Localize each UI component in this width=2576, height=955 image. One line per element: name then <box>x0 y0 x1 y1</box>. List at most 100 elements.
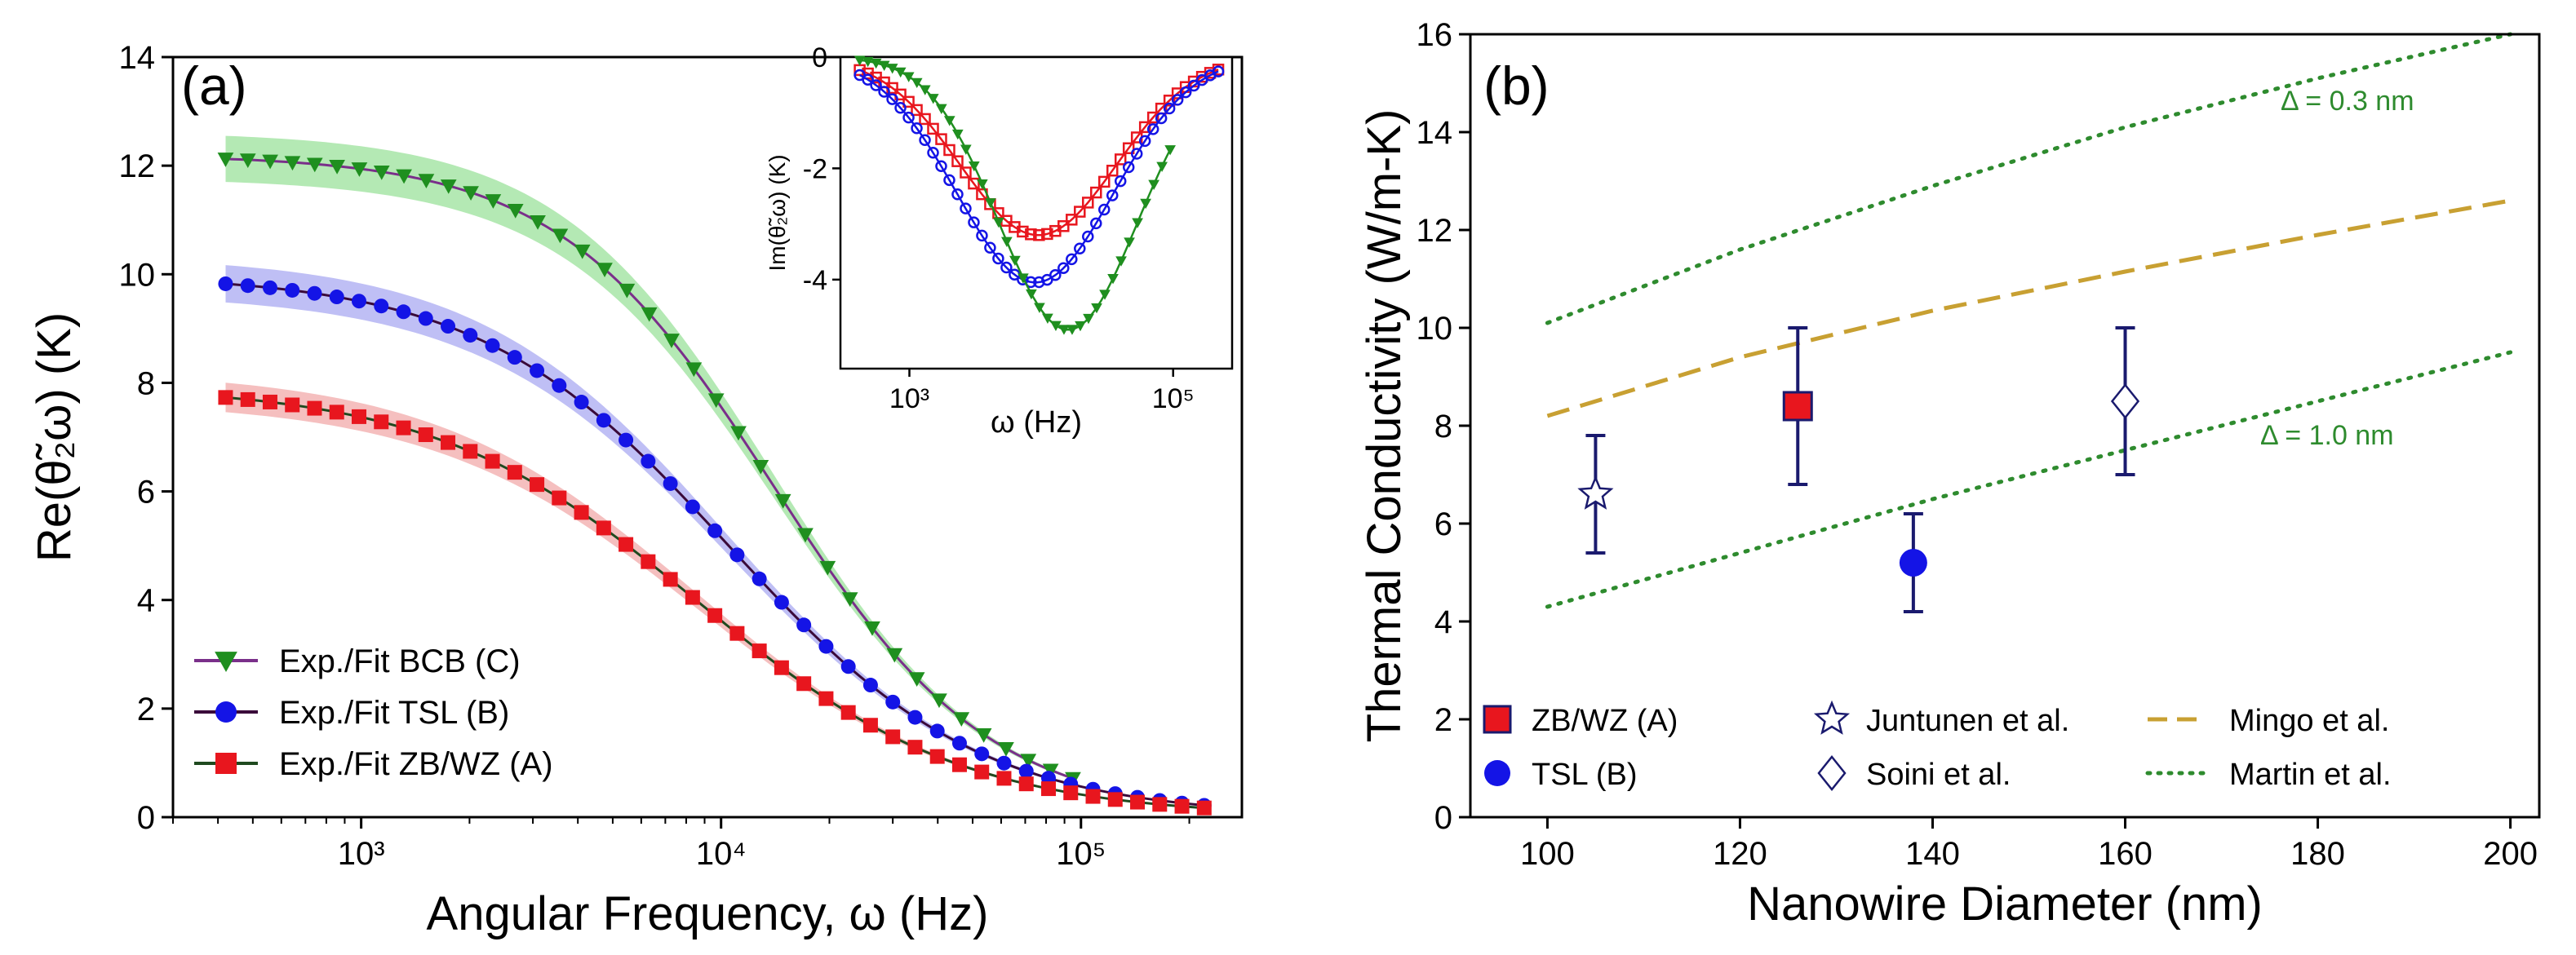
x-axis-label: Angular Frequency, ω (Hz) <box>427 887 989 940</box>
data-point-2-22 <box>707 608 723 623</box>
data-point-0-19 <box>641 307 658 322</box>
inset-point-2-2 <box>870 58 882 69</box>
data-point-1-10 <box>441 319 456 334</box>
inset-y-tick-label: -4 <box>803 265 827 296</box>
data-point-2-11 <box>463 444 478 459</box>
data-point-2-14 <box>530 477 545 493</box>
inset-point-1-16 <box>984 241 996 254</box>
data-point-2-12 <box>485 453 500 469</box>
data-point-2-8 <box>396 420 411 435</box>
inset-point-1-10 <box>935 160 947 172</box>
x-tick-label: 10³ <box>338 836 385 872</box>
y-axis-label: Thermal Conductivity (W/m-K) <box>1358 109 1411 743</box>
data-point-1-9 <box>418 311 433 326</box>
inset-point-1-3 <box>878 86 890 98</box>
x-tick-label: 200 <box>2483 836 2538 872</box>
data-point-0-0 <box>217 153 234 167</box>
inset-point-1-5 <box>894 101 907 114</box>
data-point-1-8 <box>396 304 411 320</box>
y-tick-label: 10 <box>119 257 156 293</box>
inset-point-1-39 <box>1171 94 1184 106</box>
inset-point-2-16 <box>984 198 996 209</box>
inset-point-0-10 <box>935 133 947 145</box>
inset-point-1-33 <box>1122 161 1135 174</box>
y-tick-label: 14 <box>119 40 156 76</box>
data-point-0-9 <box>418 174 435 188</box>
inset-point-0-8 <box>919 113 931 126</box>
data-point-1-34 <box>974 746 990 762</box>
inset-point-2-11 <box>943 116 955 126</box>
data-point-1-20 <box>663 475 678 491</box>
x-tick-label: 140 <box>1905 836 1960 872</box>
inset-point-0-21 <box>1025 228 1037 241</box>
data-point-2-28 <box>840 705 856 720</box>
inset-point-2-13 <box>960 144 972 155</box>
y-tick-label: 8 <box>1434 409 1452 444</box>
inset-point-1-8 <box>919 134 931 146</box>
data-point-2-18 <box>619 537 634 552</box>
inset-point-0-31 <box>1106 164 1119 177</box>
data-point-0-37 <box>1042 763 1059 779</box>
data-point-2-41 <box>1130 794 1146 810</box>
inset-point-2-35 <box>1140 198 1151 210</box>
inset-point-1-34 <box>1130 148 1143 160</box>
data-point-2-2 <box>262 394 277 409</box>
inset-point-2-32 <box>1115 256 1127 267</box>
inset-point-0-9 <box>927 122 939 135</box>
data-point-2-42 <box>1152 797 1168 812</box>
inset-fit-line-0 <box>859 69 1219 237</box>
data-point-2-25 <box>774 660 789 675</box>
y-tick-label: 10 <box>1417 311 1453 347</box>
inset-point-0-36 <box>1146 111 1159 124</box>
data-point-0-36 <box>1020 754 1037 769</box>
delta-annotation: Δ = 1.0 nm <box>2260 420 2394 451</box>
inset-point-1-12 <box>951 188 964 201</box>
y-tick-label: 16 <box>1417 17 1453 53</box>
inset-point-2-18 <box>1001 237 1013 247</box>
data-point-1-28 <box>840 659 856 674</box>
inset-point-1-30 <box>1097 203 1111 216</box>
y-tick-label: 0 <box>137 800 155 836</box>
inset-point-0-28 <box>1082 197 1094 209</box>
y-tick-label: 12 <box>1417 213 1453 249</box>
data-point-0-24 <box>752 459 769 475</box>
x-axis-label: Nanowire Diameter (nm) <box>1747 878 2263 931</box>
data-point-1-7 <box>374 298 389 314</box>
inset-point-1-13 <box>960 202 972 214</box>
data-point-0-12 <box>485 194 502 209</box>
data-point-2-5 <box>329 405 344 420</box>
inset-point-0-23 <box>1041 228 1053 241</box>
panel-b: Δ = 0.3 nm Δ = 1.0 nm 0 2 4 6 8 10 12 14 16 100 120 1… <box>1358 17 2541 931</box>
data-point-2-6 <box>352 409 367 424</box>
inset-point-1-41 <box>1187 79 1200 92</box>
data-point-0-20 <box>663 334 680 348</box>
data-point-1-23 <box>729 547 745 563</box>
data-point-0-23 <box>730 426 747 441</box>
data-point-1-33 <box>951 736 967 751</box>
data-point-2-13 <box>507 465 522 480</box>
y-tick-label: 8 <box>137 365 155 401</box>
inset-point-1-11 <box>943 174 955 187</box>
data-point-2-40 <box>1107 792 1123 807</box>
data-point-2-9 <box>418 427 433 443</box>
inset-point-1-4 <box>886 93 898 105</box>
inset-point-2-9 <box>927 94 939 104</box>
data-point-2 <box>1577 475 1614 510</box>
inset-point-0-13 <box>960 166 972 179</box>
data-point-1-22 <box>707 523 723 538</box>
inset-point-2-14 <box>968 161 980 172</box>
data-point-2-34 <box>974 764 990 780</box>
y-tick-label: 4 <box>137 583 155 619</box>
data-point-1-3 <box>285 282 300 298</box>
data-point-2-44 <box>1196 800 1212 816</box>
data-point-2-33 <box>951 757 967 772</box>
data-point-1-26 <box>796 617 812 633</box>
legend-marker <box>1817 754 1847 792</box>
data-point-1-31 <box>907 710 923 725</box>
inset-point-2-36 <box>1148 179 1159 190</box>
inset-point-1-25 <box>1057 262 1070 275</box>
inset-point-1-44 <box>1212 65 1225 77</box>
data-point-1-14 <box>530 363 545 378</box>
x-tick-label: 120 <box>1713 836 1767 872</box>
inset-point-2-27 <box>1075 321 1086 332</box>
